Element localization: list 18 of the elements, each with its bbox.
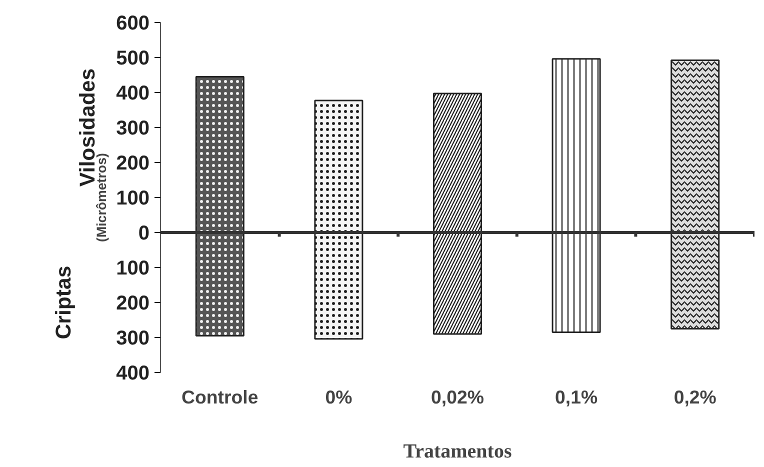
- x-axis-title: Tratamentos: [403, 440, 512, 462]
- text: Criptas: [52, 266, 76, 340]
- y-tick-label: 300: [116, 328, 150, 350]
- x-tick-label: 0%: [325, 386, 353, 408]
- x-tick-label: 0,2%: [674, 386, 717, 408]
- y-tick-label: 200: [116, 292, 150, 314]
- y-tick-label: 100: [116, 188, 150, 210]
- y-tick-label: 300: [116, 118, 150, 140]
- y-tick-label: 100: [116, 258, 150, 280]
- y-tick-label: 200: [116, 152, 150, 174]
- y-tick-label: 400: [116, 362, 150, 384]
- y-tick-label: 400: [116, 82, 150, 104]
- y-tick-label: 0: [138, 222, 150, 244]
- x-tick-label: Controle: [182, 386, 258, 408]
- y-tick-label: 500: [116, 48, 150, 70]
- x-tick-label: 0,02%: [431, 386, 484, 408]
- y-tick-label: 600: [116, 12, 150, 34]
- x-tick-label: 0,1%: [555, 386, 598, 408]
